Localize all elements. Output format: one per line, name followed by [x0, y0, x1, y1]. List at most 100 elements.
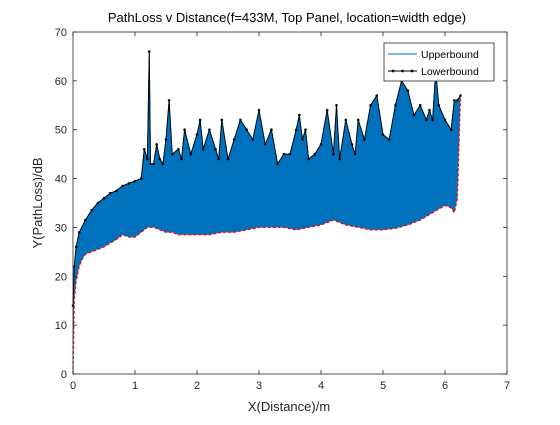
lowerbound-marker	[294, 128, 298, 132]
lowerbound-marker	[431, 118, 434, 122]
lowerbound-marker	[96, 201, 100, 205]
legend-lowerbound-label: Lowerbound	[421, 66, 479, 78]
x-axis-label: X(Distance)/m	[248, 399, 330, 414]
y-axis-label: Y(PathLoss)/dB	[30, 157, 45, 248]
lowerbound-marker	[143, 147, 146, 151]
lowerbound-marker	[208, 128, 211, 132]
lowerbound-marker	[155, 143, 158, 146]
legend-lowerbound-marker	[410, 69, 414, 73]
plot-area	[71, 50, 462, 375]
lowerbound-marker	[276, 162, 279, 166]
lowerbound-marker	[325, 108, 329, 112]
y-tick-label: 0	[61, 369, 67, 381]
lowerbound-marker	[344, 118, 348, 122]
lowerbound-marker	[363, 138, 366, 141]
legend-box	[383, 42, 495, 82]
lowerbound-marker	[304, 128, 307, 132]
lowerbound-marker	[167, 99, 171, 102]
lowerbound-marker	[350, 143, 354, 146]
x-tick-label: 4	[318, 380, 324, 392]
chart-title: PathLoss v Distance(f=433M, Top Panel, l…	[108, 10, 466, 25]
lowerbound-marker	[353, 152, 357, 156]
lowerbound-marker	[257, 108, 261, 112]
lowerbound-marker	[146, 157, 149, 161]
lowerbound-marker	[245, 128, 248, 132]
lowerbound-marker	[180, 157, 183, 161]
lowerbound-marker	[84, 218, 87, 222]
lowerbound-marker	[183, 128, 186, 132]
lowerbound-marker	[456, 99, 459, 102]
y-tick-label: 20	[55, 271, 67, 283]
lowerbound-marker	[369, 103, 372, 107]
lowerbound-line	[72, 51, 461, 306]
lowerbound-marker	[90, 209, 93, 212]
lowerbound-marker	[72, 265, 76, 268]
y-tick-label: 10	[55, 320, 67, 332]
lowerbound-marker	[381, 133, 385, 136]
legend-upperbound-label: Upperbound	[421, 49, 479, 61]
lowerbound-marker	[170, 152, 174, 156]
lowerbound-marker	[307, 157, 310, 161]
lowerbound-marker	[453, 99, 456, 102]
lowerbound-marker	[201, 147, 205, 151]
lowerbound-marker	[127, 182, 131, 185]
y-tick-label: 50	[55, 125, 67, 137]
lowerbound-marker	[149, 162, 152, 166]
lowerbound-marker	[428, 108, 431, 112]
lowerbound-marker	[270, 128, 273, 132]
upperbound-band	[73, 51, 461, 375]
lowerbound-marker	[198, 118, 202, 122]
lowerbound-marker	[74, 245, 78, 249]
lowerbound-marker	[139, 177, 143, 180]
lowerbound-marker	[161, 162, 165, 166]
lowerbound-marker	[158, 157, 162, 161]
legend: Upperbound Lowerbound	[383, 42, 495, 82]
lowerbound-marker	[251, 138, 255, 141]
x-tick-label: 1	[132, 380, 138, 392]
legend-lowerbound-marker	[401, 69, 404, 73]
lowerbound-marker	[449, 128, 453, 132]
x-tick-label: 2	[194, 380, 200, 392]
lowerbound-marker	[177, 147, 180, 151]
lowerbound-marker	[220, 118, 224, 122]
x-tick-label: 7	[504, 380, 510, 392]
y-tick-label: 70	[55, 27, 67, 39]
lowerbound-marker	[338, 157, 341, 161]
lowerbound-marker	[133, 179, 137, 183]
lowerbound-marker	[226, 157, 230, 161]
lowerbound-marker	[195, 133, 199, 136]
lowerbound-marker	[375, 94, 379, 97]
x-tick-label: 5	[380, 380, 386, 392]
lowerbound-marker	[115, 189, 118, 193]
lowerbound-marker	[152, 162, 155, 166]
lowerbound-marker	[189, 152, 193, 156]
lowerbound-marker	[356, 118, 360, 122]
lowerbound-marker	[102, 196, 106, 200]
lowerbound-marker	[443, 118, 447, 122]
lowerbound-marker	[298, 113, 301, 117]
lower-edge-dashed-line	[72, 95, 462, 375]
lowerbound-marker	[387, 138, 391, 141]
lowerbound-marker	[288, 152, 292, 156]
x-tick-label: 3	[256, 380, 262, 392]
lowerbound-marker	[77, 231, 81, 234]
lowerbound-marker	[437, 103, 441, 107]
lowerbound-marker	[394, 103, 397, 107]
lowerbound-marker	[239, 118, 242, 122]
y-tick-label: 60	[55, 76, 67, 88]
lowerbound-marker	[412, 113, 416, 117]
lowerbound-marker	[263, 143, 267, 146]
lowerbound-marker	[232, 138, 236, 141]
lowerbound-marker	[164, 138, 168, 141]
lowerbound-marker	[459, 94, 462, 97]
lowerbound-marker	[217, 157, 220, 161]
lowerbound-marker	[332, 152, 335, 156]
lowerbound-marker	[108, 191, 112, 195]
axes-box	[72, 31, 508, 375]
lowerbound-marker	[406, 89, 410, 92]
lowerbound-marker	[282, 152, 286, 156]
x-tick-label: 0	[70, 380, 76, 392]
